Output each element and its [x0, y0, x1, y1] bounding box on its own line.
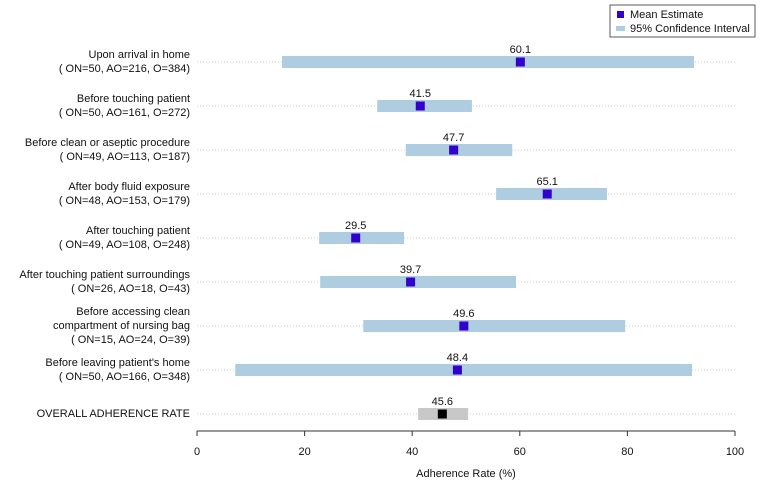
- value-label: 41.5: [410, 88, 431, 100]
- row-label: ( ON=26, AO=18, O=43): [71, 283, 190, 295]
- row-label: ( ON=15, AO=24, O=39): [71, 334, 190, 346]
- value-label: 49.6: [453, 308, 474, 320]
- value-label: 39.7: [400, 264, 421, 276]
- mean-marker: [351, 233, 361, 243]
- mean-marker: [406, 277, 416, 287]
- row-label: After body fluid exposure: [68, 181, 190, 193]
- row-label: ( ON=48, AO=153, O=179): [59, 195, 190, 207]
- legend-label: 95% Confidence Interval: [630, 23, 750, 35]
- confidence-interval: [320, 276, 517, 288]
- value-label: 48.4: [447, 352, 468, 364]
- mean-marker: [449, 145, 459, 155]
- legend-swatch: [617, 11, 624, 18]
- row-label: compartment of nursing bag: [53, 320, 190, 332]
- confidence-interval: [405, 144, 513, 156]
- mean-marker: [459, 321, 469, 331]
- confidence-interval: [319, 232, 405, 244]
- row-label: Upon arrival in home: [89, 49, 191, 61]
- row-label: Before accessing clean: [76, 306, 190, 318]
- legend-label: Mean Estimate: [630, 9, 703, 21]
- mean-marker: [437, 409, 447, 419]
- mean-marker: [542, 189, 552, 199]
- confidence-interval: [282, 56, 695, 68]
- row-label: Before leaving patient's home: [45, 357, 190, 369]
- row-label: OVERALL ADHERENCE RATE: [37, 408, 190, 420]
- legend-swatch: [616, 26, 625, 31]
- row-label: After touching patient: [86, 225, 190, 237]
- row-label: ( ON=49, AO=113, O=187): [60, 151, 190, 163]
- mean-marker: [515, 57, 525, 67]
- row-label: ( ON=50, AO=166, O=348): [59, 371, 190, 383]
- row-label: Before clean or aseptic procedure: [25, 137, 190, 149]
- confidence-interval: [363, 320, 626, 332]
- x-tick-label: 60: [514, 446, 526, 458]
- value-label: 65.1: [537, 176, 558, 188]
- value-label: 45.6: [432, 396, 453, 408]
- row-label: After touching patient surroundings: [19, 269, 190, 281]
- row-label: ( ON=50, AO=161, O=272): [59, 107, 190, 119]
- value-label: 29.5: [345, 220, 366, 232]
- value-label: 60.1: [510, 44, 531, 56]
- x-tick-label: 20: [298, 446, 310, 458]
- value-label: 47.7: [443, 132, 464, 144]
- row-label: ( ON=50, AO=216, O=384): [59, 63, 190, 75]
- legend-box: [609, 4, 756, 38]
- x-tick-label: 100: [726, 446, 744, 458]
- confidence-interval: [235, 364, 692, 376]
- row-label: Before touching patient: [77, 93, 190, 105]
- x-tick-label: 0: [194, 446, 200, 458]
- mean-marker: [415, 101, 425, 111]
- row-label: ( ON=49, AO=108, O=248): [59, 239, 190, 251]
- mean-marker: [452, 365, 462, 375]
- x-tick-label: 40: [406, 446, 418, 458]
- x-tick-label: 80: [621, 446, 633, 458]
- x-axis-label: Adherence Rate (%): [416, 468, 516, 480]
